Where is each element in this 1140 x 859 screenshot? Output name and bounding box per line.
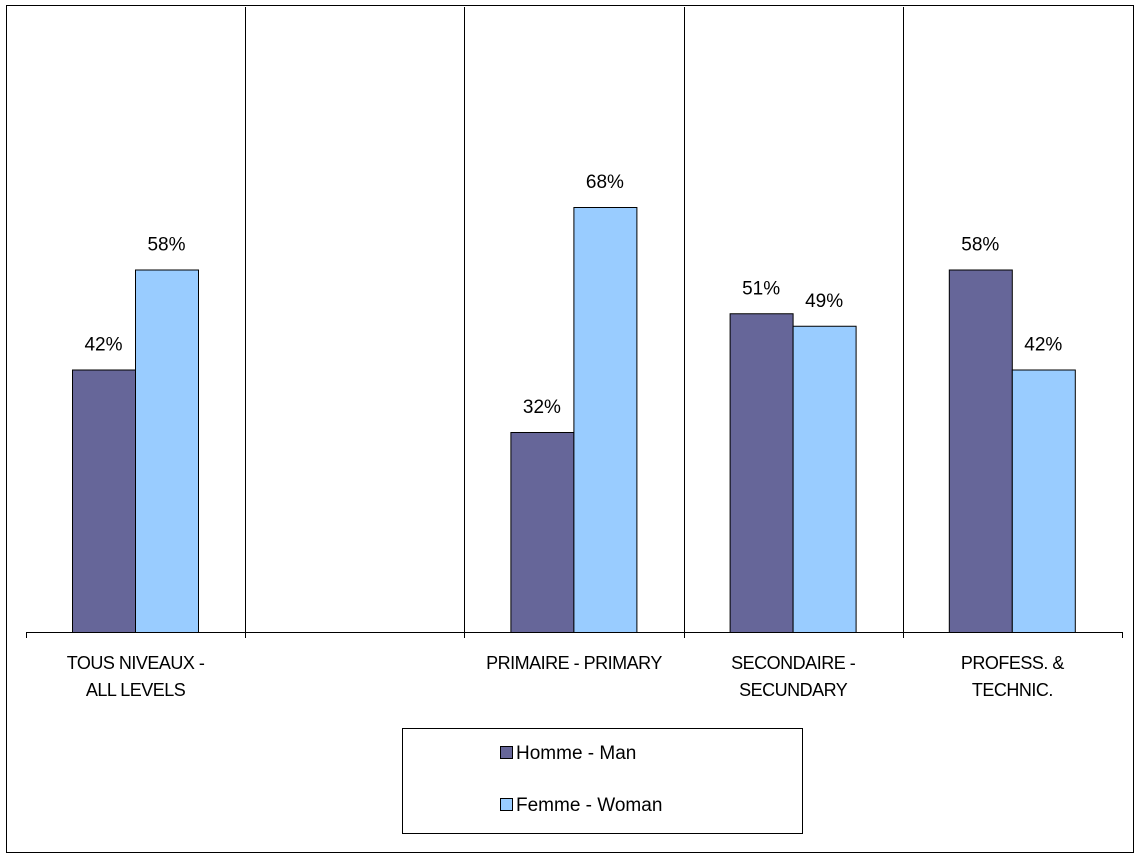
category-label: ALL LEVELS: [86, 680, 186, 700]
category-label: PRIMAIRE - PRIMARY: [486, 653, 662, 673]
x-axis-ticks: [26, 632, 1123, 638]
data-label: 32%: [523, 397, 561, 418]
bars: [72, 207, 1076, 633]
data-label: 49%: [805, 291, 843, 312]
legend-label-woman: Femme - Woman: [516, 795, 662, 816]
category-label: TECHNIC.: [972, 680, 1053, 700]
data-label: 51%: [742, 278, 780, 299]
bar-man: [72, 369, 136, 633]
legend-swatch-woman: [500, 798, 513, 811]
bar-man: [729, 313, 794, 633]
legend-label-man: Homme - Man: [516, 743, 636, 764]
bar-woman: [792, 325, 857, 633]
bar-woman: [1011, 369, 1076, 633]
data-labels: 42% 32% 51% 58% 58% 68% 49% 42%: [84, 172, 1062, 418]
data-label: 68%: [586, 172, 624, 193]
category-separators: [245, 7, 904, 632]
data-label: 58%: [961, 235, 999, 256]
bar-man: [510, 432, 575, 633]
legend-swatch-man: [500, 746, 513, 759]
category-label: TOUS NIVEAUX -: [67, 653, 205, 673]
data-label: 42%: [1024, 335, 1062, 356]
data-label: 58%: [147, 235, 185, 256]
data-label: 42%: [84, 335, 122, 356]
bar-woman: [573, 207, 638, 633]
category-label: PROFESS. &: [961, 653, 1065, 673]
category-labels: TOUS NIVEAUX - ALL LEVELS PRIMAIRE - PRIMA…: [67, 653, 1065, 700]
category-label: SECONDAIRE -: [731, 653, 856, 673]
legend: Homme - Man Femme - Woman: [402, 728, 803, 834]
legend-box: [402, 728, 803, 834]
bar-woman: [135, 269, 199, 633]
bar-man: [948, 269, 1013, 633]
category-label: SECUNDARY: [739, 680, 848, 700]
